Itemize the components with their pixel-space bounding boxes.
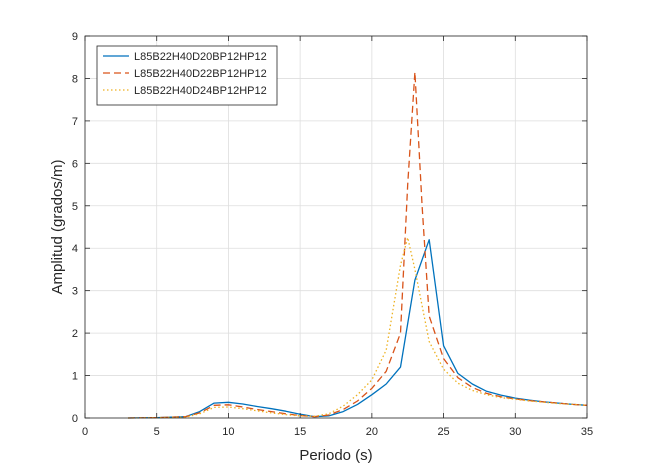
x-tick-label: 35: [581, 426, 593, 438]
series-line: [127, 239, 588, 419]
x-tick-label: 0: [82, 426, 88, 438]
y-tick-label: 6: [72, 158, 78, 170]
x-tick-label: 25: [437, 426, 449, 438]
y-tick-label: 5: [72, 201, 78, 213]
y-tick-label: 1: [72, 371, 78, 383]
x-tick-label: 15: [294, 426, 306, 438]
series-line: [127, 236, 588, 419]
axis-ticks: 0 5 10 15 20 25 30 35 0 1 2 3 4 5 6 7 8 9: [72, 31, 593, 438]
legend-entry-label: L85B22H40D24BP12HP12: [134, 85, 267, 97]
legend-entry-label: L85B22H40D22BP12HP12: [134, 68, 267, 80]
legend: L85B22H40D20BP12HP12 L85B22H40D22BP12HP12…: [96, 45, 278, 106]
x-tick-label: 10: [222, 426, 234, 438]
plot-frame: [84, 35, 588, 419]
y-tick-label: 8: [72, 73, 78, 85]
y-tick-label: 0: [72, 413, 78, 425]
series-line: [127, 71, 588, 419]
x-axis-label: Periodo (s): [299, 447, 372, 464]
y-axis-label: Amplitud (grados/m): [49, 159, 66, 294]
y-tick-label: 3: [72, 286, 78, 298]
y-tick-label: 4: [72, 243, 78, 255]
series-lines: [127, 71, 588, 419]
y-tick-label: 9: [72, 31, 78, 43]
y-tick-label: 2: [72, 328, 78, 340]
x-tick-label: 30: [509, 426, 521, 438]
y-tick-label: 7: [72, 116, 78, 128]
x-tick-label: 20: [366, 426, 378, 438]
legend-entry-label: L85B22H40D20BP12HP12: [134, 51, 267, 63]
x-tick-label: 5: [154, 426, 160, 438]
